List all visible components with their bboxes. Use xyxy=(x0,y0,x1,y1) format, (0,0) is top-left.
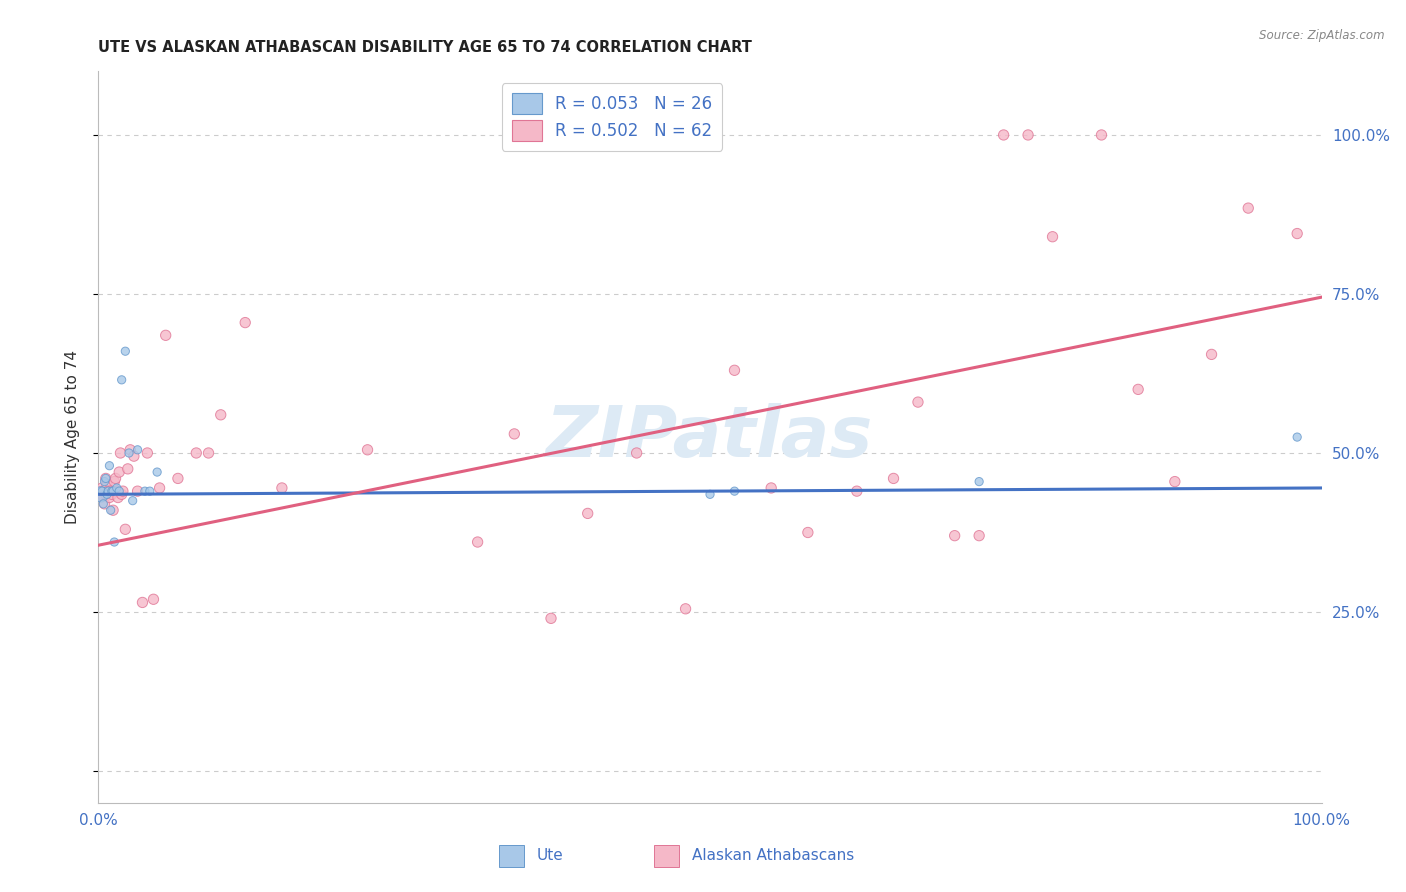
Point xyxy=(118,446,141,460)
Point xyxy=(131,595,153,609)
Point xyxy=(111,373,134,387)
Point xyxy=(134,484,156,499)
Point xyxy=(96,477,118,491)
Point xyxy=(96,487,118,501)
Point xyxy=(883,471,905,485)
Y-axis label: Disability Age 65 to 74: Disability Age 65 to 74 xyxy=(65,350,80,524)
Point xyxy=(503,426,526,441)
Point xyxy=(467,535,489,549)
Point xyxy=(699,487,721,501)
Point xyxy=(97,484,120,499)
Point xyxy=(98,491,121,505)
Point xyxy=(93,484,115,499)
Point xyxy=(576,507,599,521)
Point xyxy=(94,471,117,485)
Point xyxy=(209,408,232,422)
Point xyxy=(101,503,124,517)
Point xyxy=(108,484,131,499)
Point xyxy=(127,484,149,499)
Point xyxy=(100,503,122,517)
Point xyxy=(1017,128,1039,142)
Point xyxy=(139,484,162,499)
Point xyxy=(97,484,120,499)
Point xyxy=(761,481,783,495)
Point xyxy=(90,487,112,501)
Point xyxy=(967,529,990,543)
Point xyxy=(105,481,128,495)
Point xyxy=(91,491,114,505)
Point xyxy=(127,442,149,457)
Point xyxy=(120,442,142,457)
Point xyxy=(101,484,124,499)
Point xyxy=(149,481,172,495)
Point xyxy=(94,487,117,501)
Point xyxy=(121,493,143,508)
Point xyxy=(155,328,177,343)
Point xyxy=(122,449,145,463)
Point xyxy=(93,475,115,489)
Point xyxy=(142,592,165,607)
Point xyxy=(94,471,117,485)
Point xyxy=(136,446,159,460)
Text: Source: ZipAtlas.com: Source: ZipAtlas.com xyxy=(1260,29,1385,42)
Text: UTE VS ALASKAN ATHABASCAN DISABILITY AGE 65 TO 74 CORRELATION CHART: UTE VS ALASKAN ATHABASCAN DISABILITY AGE… xyxy=(98,40,752,55)
Point xyxy=(1128,383,1150,397)
Point xyxy=(98,458,121,473)
Point xyxy=(723,363,745,377)
Point xyxy=(104,471,127,485)
Point xyxy=(89,484,111,499)
Point xyxy=(100,484,122,499)
Point xyxy=(1090,128,1112,142)
Point xyxy=(103,535,125,549)
Point xyxy=(723,484,745,499)
Point xyxy=(1286,227,1309,241)
Point xyxy=(967,475,990,489)
Point xyxy=(117,462,139,476)
Point xyxy=(1286,430,1309,444)
Point xyxy=(356,442,378,457)
Point xyxy=(197,446,219,460)
Point xyxy=(101,484,124,499)
Point xyxy=(114,344,136,359)
Point xyxy=(270,481,294,495)
Point xyxy=(540,611,562,625)
Point xyxy=(91,497,114,511)
Point xyxy=(675,602,697,616)
Legend: R = 0.053   N = 26, R = 0.502   N = 62: R = 0.053 N = 26, R = 0.502 N = 62 xyxy=(502,83,723,151)
Point xyxy=(1164,475,1187,489)
Point xyxy=(91,484,114,499)
Point xyxy=(93,497,115,511)
Point xyxy=(101,487,124,501)
Point xyxy=(111,487,134,501)
Point xyxy=(943,529,966,543)
Point xyxy=(993,128,1015,142)
Point xyxy=(91,481,114,495)
Point xyxy=(1237,201,1260,215)
Text: Alaskan Athabascans: Alaskan Athabascans xyxy=(692,848,853,863)
Point xyxy=(167,471,190,485)
Point xyxy=(626,446,648,460)
Text: ZIPatlas: ZIPatlas xyxy=(547,402,873,472)
Point xyxy=(186,446,208,460)
Point xyxy=(107,491,129,505)
Point xyxy=(907,395,929,409)
Point xyxy=(111,484,134,499)
Point xyxy=(146,465,169,479)
Point xyxy=(114,522,136,536)
Point xyxy=(233,316,256,330)
Text: Ute: Ute xyxy=(537,848,564,863)
Point xyxy=(105,484,128,499)
Point xyxy=(1042,229,1064,244)
Point xyxy=(845,484,868,499)
Point xyxy=(797,525,820,540)
Point xyxy=(110,446,132,460)
Point xyxy=(103,475,125,489)
Point xyxy=(108,465,131,479)
Point xyxy=(90,487,112,501)
Point xyxy=(1201,347,1223,361)
